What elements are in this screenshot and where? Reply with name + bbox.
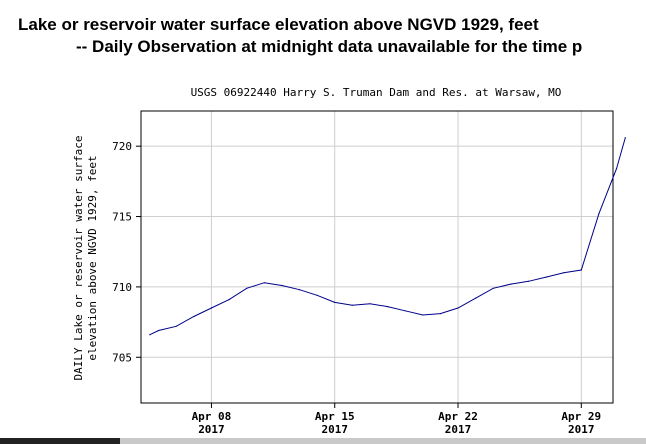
- grid: [141, 111, 613, 403]
- x-tick-year: 2017: [321, 423, 348, 436]
- bottom-scrollbar-dark-segment: [0, 438, 120, 444]
- x-tick-label: Apr 08: [192, 410, 232, 423]
- chart-title: USGS 06922440 Harry S. Truman Dam and Re…: [191, 86, 562, 99]
- data-point: [334, 301, 336, 303]
- data-point: [193, 315, 195, 318]
- data-point: [510, 283, 512, 285]
- data-point: [545, 276, 547, 278]
- data-point: [439, 313, 441, 315]
- page-title-line-2: -- Daily Observation at midnight data un…: [76, 37, 583, 56]
- data-point: [298, 289, 301, 291]
- x-tick-year: 2017: [445, 423, 472, 436]
- y-tick-label: 710: [112, 281, 132, 294]
- bottom-scrollbar: [0, 438, 646, 444]
- data-point: [387, 306, 389, 308]
- data-point: [246, 287, 248, 289]
- y-axis-ticks: 705 710 715 720: [112, 140, 141, 364]
- data-point: [228, 299, 230, 301]
- data-point: [263, 282, 265, 284]
- data-point: [563, 272, 565, 274]
- series-line: [149, 137, 626, 336]
- y-tick-label: 715: [112, 211, 132, 224]
- y-axis-label: DAILY Lake or reservoir water surface el…: [72, 135, 99, 380]
- page-title: Lake or reservoir water surface elevatio…: [18, 14, 582, 58]
- data-point: [580, 269, 582, 271]
- plot-frame: [140, 110, 614, 404]
- x-tick-year: 2017: [568, 423, 595, 436]
- data-point: [598, 213, 600, 215]
- data-point: [492, 287, 494, 289]
- y-axis-label-line-1: DAILY Lake or reservoir water surface: [72, 135, 85, 380]
- y-axis-label-line-2: elevation above NGVD 1929, feet: [86, 155, 99, 360]
- data-point: [281, 284, 283, 287]
- data-point: [175, 325, 177, 327]
- data-point: [615, 168, 618, 170]
- data-point: [527, 280, 530, 282]
- data-point: [457, 307, 459, 309]
- x-tick-label: Apr 29: [561, 410, 601, 423]
- data-point: [369, 303, 371, 305]
- data-point: [351, 304, 353, 306]
- x-tick-label: Apr 22: [438, 410, 478, 423]
- data-point: [475, 297, 477, 299]
- y-tick-label: 720: [112, 140, 132, 153]
- data-point: [422, 314, 424, 316]
- y-tick-label: 705: [112, 351, 132, 364]
- x-tick-label: Apr 15: [315, 410, 355, 423]
- data-point: [624, 137, 626, 139]
- data-point: [404, 310, 406, 312]
- x-tick-year: 2017: [198, 423, 225, 436]
- page-title-line-1: Lake or reservoir water surface elevatio…: [18, 15, 539, 34]
- data-point: [149, 334, 151, 336]
- data-point: [210, 307, 212, 309]
- data-point: [316, 294, 318, 296]
- series-group: [149, 137, 626, 336]
- data-point: [158, 329, 160, 332]
